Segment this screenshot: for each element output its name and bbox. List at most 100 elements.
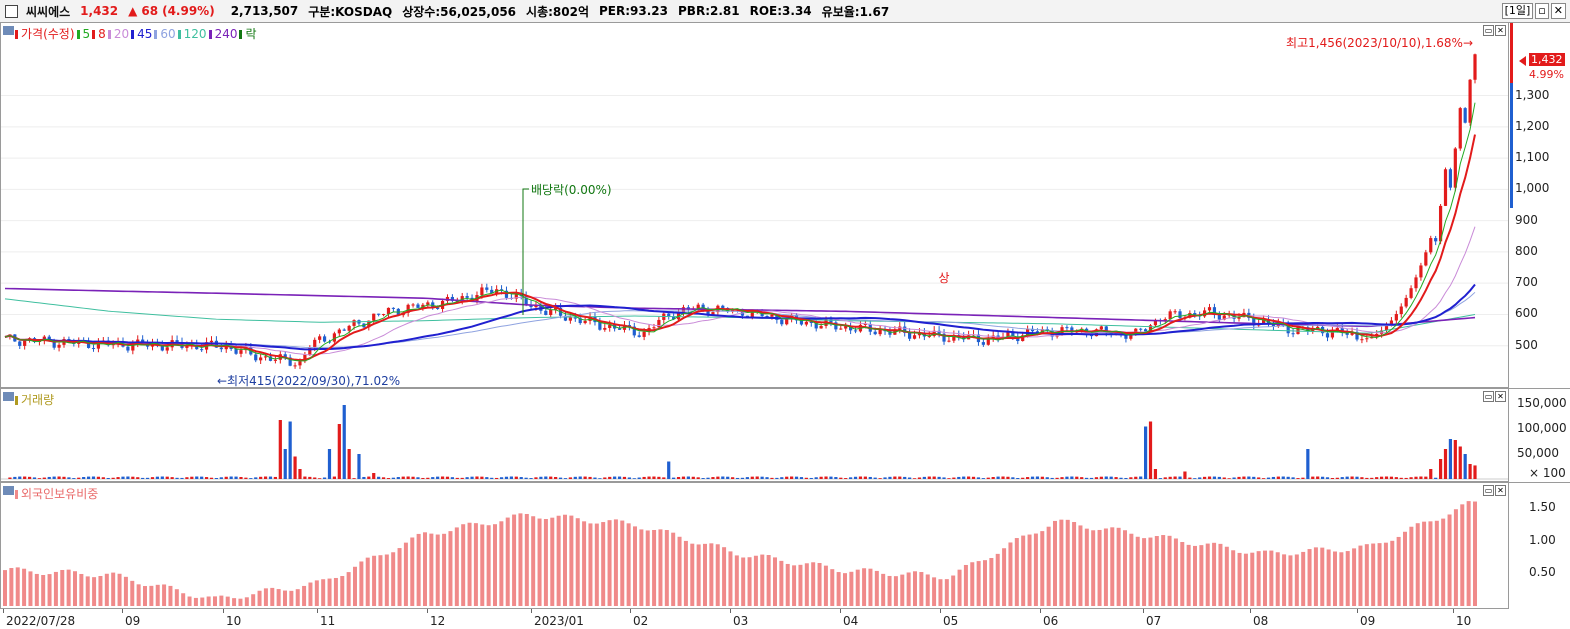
volume-bar [947,478,951,479]
candle [1104,326,1108,333]
foreign-bar [1193,545,1197,606]
volume-bar [91,476,96,479]
x-tick [840,609,841,613]
foreign-bar [1014,538,1019,606]
panel-menu-icon[interactable] [3,486,14,495]
candle [18,341,22,346]
price-chart[interactable]: 최고1,456(2023/10/10),1.68%→ ←최저415(2022/09… [1,23,1508,387]
x-tick [531,609,532,613]
volume-chart[interactable] [1,389,1508,481]
volume-bar [249,478,253,479]
volume-bar [799,477,804,479]
volume-bar [165,476,169,479]
foreign-bar [944,579,949,606]
volume-bar [976,477,981,479]
volume-bar [853,476,858,479]
candle [632,326,636,336]
foreign-bar [1352,548,1357,606]
foreign-ownership-chart[interactable] [1,483,1508,608]
volume-bar [1394,477,1398,479]
maximize-icon[interactable]: ▫ [1535,3,1549,19]
foreign-bar [321,579,326,606]
candle [347,325,351,331]
volume-bar [445,476,450,479]
volume-bar [657,476,661,479]
candle [160,345,164,351]
candle [57,344,61,348]
panel-maximize-icon[interactable]: ▭ [1483,25,1494,36]
foreign-bar [111,572,116,606]
candle [342,329,346,331]
volume-bar [1443,449,1448,479]
x-tick-label: 04 [843,614,859,628]
candle [1030,328,1035,332]
period-selector[interactable]: [1일] [1501,3,1534,19]
foreign-bar [823,565,828,606]
volume-bar [224,476,228,479]
foreign-bar [843,573,847,606]
volume-bar [519,477,523,479]
foreign-bar [15,567,20,606]
volume-bar [190,476,194,479]
candle [549,309,553,315]
volume-bar [1183,471,1187,479]
foreign-bar [690,543,695,606]
x-tick [223,609,224,613]
panel-close-icon[interactable]: ✕ [1495,485,1506,496]
foreign-bar [957,569,962,606]
foreign-bar [1123,530,1127,606]
foreign-bar [563,514,567,606]
price-legend: 가격(수정) 5 8 20 45 60 120 240 락 [15,25,259,42]
foreign-bar [397,548,402,606]
foreign-bar [518,513,523,606]
panel-maximize-icon[interactable]: ▭ [1483,485,1494,496]
volume-bar [1222,477,1226,479]
foreign-bar [855,569,860,606]
candle [1429,238,1433,253]
candle [534,305,538,308]
foreign-bar [1447,514,1452,606]
x-tick-label: 05 [943,614,959,628]
panel-close-icon[interactable]: ✕ [1495,391,1506,402]
last-price-pointer-icon [1519,56,1526,66]
foreign-bar [174,589,179,606]
close-icon[interactable]: ✕ [1550,3,1566,19]
foreign-bar [1212,542,1217,606]
candle [839,328,843,330]
candle [672,316,676,320]
candle [1468,79,1472,123]
y-tick-label: 500 [1515,337,1538,352]
volume-bar [1030,476,1035,479]
volume-bar [662,477,666,479]
legend-marker [177,30,181,39]
candle [573,317,577,319]
foreign-bar [970,562,975,606]
foreign-bar [734,555,739,606]
volume-bar [1089,477,1094,479]
volume-chart-panel[interactable]: 거래량 ▭ ✕ [0,388,1509,482]
volume-bar [1202,476,1207,479]
x-tick-label: 09 [1360,614,1376,628]
volume-bar [1276,476,1280,479]
x-tick-label: 09 [125,614,141,628]
select-checkbox[interactable] [5,4,18,18]
foreign-bar [1326,549,1331,606]
candle [421,304,425,308]
foreign-bar [1027,534,1032,606]
candle [450,296,454,301]
x-tick-label: 10 [226,614,242,628]
foreign-bar [683,540,688,606]
trade-volume: 2,713,507 [230,4,299,18]
panel-close-icon[interactable]: ✕ [1495,25,1506,36]
stock-name[interactable]: 씨씨에스 [26,4,71,19]
volume-bar [357,454,361,479]
panel-menu-icon[interactable] [3,392,14,401]
volume-bar [1168,476,1172,479]
panel-maximize-icon[interactable]: ▭ [1483,391,1494,402]
foreign-bar [792,565,797,606]
price-chart-panel[interactable]: 가격(수정) 5 8 20 45 60 120 240 락 ▭ ✕ 최고1,456(2023/1… [0,22,1509,388]
panel-menu-icon[interactable] [3,26,14,35]
foreign-ownership-panel[interactable]: 외국인보유비중 ▭ ✕ [0,482,1509,609]
candle [991,335,995,339]
candle [416,304,420,308]
